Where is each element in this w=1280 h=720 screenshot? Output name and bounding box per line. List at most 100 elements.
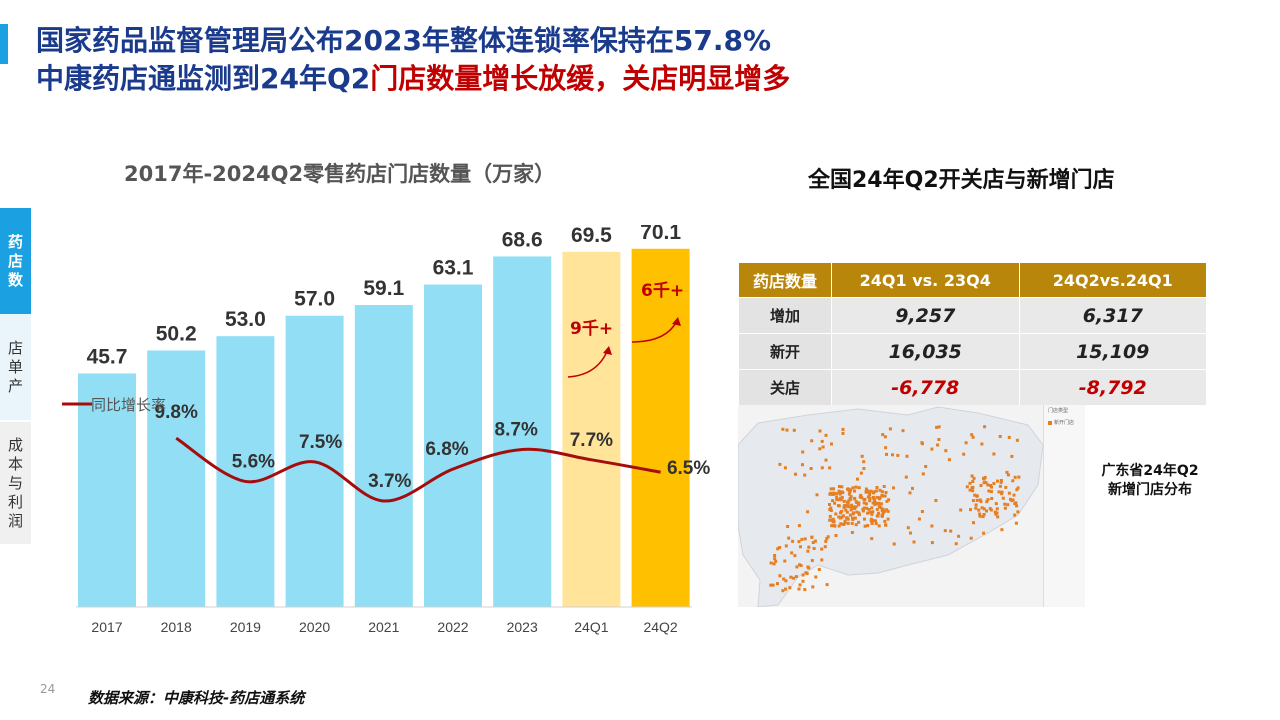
row-label-new-open: 新开 xyxy=(738,333,832,370)
map-store-dot xyxy=(857,520,861,524)
map-store-dot xyxy=(853,497,857,501)
map-store-dot xyxy=(999,479,1003,482)
x-tick-label-2019: 2019 xyxy=(230,619,261,635)
map-store-dot xyxy=(881,433,885,437)
map-store-dot xyxy=(990,490,993,494)
map-store-dot xyxy=(972,521,975,525)
map-store-dot xyxy=(843,519,847,523)
map-store-dot xyxy=(944,449,948,453)
map-store-dot xyxy=(877,511,880,515)
map-store-dot xyxy=(837,515,841,519)
map-store-dot xyxy=(849,508,853,512)
map-store-dot xyxy=(871,510,875,514)
side-tab-char: 单 xyxy=(7,357,23,376)
map-store-dot xyxy=(892,542,896,546)
map-legend-label: 新开门店 xyxy=(1054,420,1075,426)
map-store-dot xyxy=(810,439,814,443)
cell-new-open-q2: 15,109 xyxy=(1018,333,1207,370)
map-store-dot xyxy=(884,523,888,527)
value-label-2019: 53.0 xyxy=(225,308,266,331)
bar-2017 xyxy=(78,373,136,607)
map-store-dot xyxy=(834,512,838,516)
map-store-dot xyxy=(774,559,778,563)
map-store-dot xyxy=(873,498,877,502)
cell-increase-q2: 6,317 xyxy=(1018,297,1207,334)
map-store-dot xyxy=(985,500,989,504)
map-store-dot xyxy=(875,514,879,518)
map-store-dot xyxy=(874,501,878,505)
map-store-dot xyxy=(880,509,884,513)
map-store-dot xyxy=(841,427,845,431)
map-store-dot xyxy=(981,515,985,519)
map-store-dot xyxy=(783,559,787,563)
x-tick-label-24Q2: 24Q2 xyxy=(643,619,677,635)
map-store-dot xyxy=(857,513,861,517)
legend: 同比增长率 xyxy=(62,397,166,414)
map-store-dot xyxy=(825,583,829,587)
map-store-dot xyxy=(880,490,884,494)
map-store-dot xyxy=(1004,485,1008,489)
map-store-dot xyxy=(798,583,802,587)
map-store-dot xyxy=(878,488,882,492)
map-store-dot xyxy=(857,511,861,515)
map-store-dot xyxy=(971,489,975,493)
map-store-dot xyxy=(782,577,786,581)
map-store-dot xyxy=(862,460,866,464)
map-store-dot xyxy=(809,467,813,470)
map-store-dot xyxy=(1011,479,1015,483)
map-store-dot xyxy=(983,425,987,429)
map-store-dot xyxy=(845,504,848,508)
map-store-dot xyxy=(974,503,978,507)
side-tabs: 药店数 店单产 成本与利润 xyxy=(0,208,31,544)
map-store-dot xyxy=(868,499,872,503)
map-store-dot xyxy=(877,524,881,528)
map-store-dot xyxy=(801,450,805,454)
map-store-dot xyxy=(978,498,982,502)
map-store-dot xyxy=(1005,470,1009,474)
map-store-dot xyxy=(978,512,982,516)
side-tab-char: 润 xyxy=(7,511,23,530)
map-store-dot xyxy=(881,494,885,498)
map-store-dot xyxy=(998,435,1002,438)
side-tab-char: 与 xyxy=(7,473,23,492)
x-tick-label-2020: 2020 xyxy=(299,619,330,635)
map-store-dot xyxy=(855,510,859,514)
map-store-dot xyxy=(850,531,854,534)
map-store-dot xyxy=(993,510,997,514)
map-store-dot xyxy=(992,482,996,485)
map-store-dot xyxy=(1013,475,1017,479)
map-store-dot xyxy=(866,511,870,515)
map-store-dot xyxy=(869,489,873,493)
map-store-dot xyxy=(815,493,819,497)
tab-store-output[interactable]: 店单产 xyxy=(0,314,31,420)
x-tick-label-2021: 2021 xyxy=(368,619,399,635)
map-store-dot xyxy=(798,563,801,567)
map-store-dot xyxy=(877,501,881,505)
map-store-dot xyxy=(930,541,934,545)
map-store-dot xyxy=(801,573,805,577)
rate-label-2019: 5.6% xyxy=(232,451,275,472)
tab-cost-profit[interactable]: 成本与利润 xyxy=(0,422,31,544)
table-header-q1-vs-q4: 24Q1 vs. 23Q4 xyxy=(831,262,1020,298)
map-store-dot xyxy=(814,575,818,579)
map-store-dot xyxy=(860,454,864,458)
tab-store-count[interactable]: 药店数 xyxy=(0,208,31,314)
map-store-dot xyxy=(821,445,825,449)
map-store-dot xyxy=(1015,438,1019,442)
map-store-dot xyxy=(868,493,872,497)
bar-24Q2 xyxy=(631,248,690,607)
map-store-dot xyxy=(947,458,951,462)
map-store-dot xyxy=(996,515,1000,519)
map-store-dot xyxy=(801,579,805,583)
title-line-2-red: 门店数量增长放缓，关店明显增多 xyxy=(370,62,791,95)
map-store-dot xyxy=(912,540,916,544)
table-row: 新开 16,035 15,109 xyxy=(738,333,1207,370)
map-store-dot xyxy=(836,498,840,502)
map-store-dot xyxy=(840,509,844,513)
map-store-dot xyxy=(839,498,843,502)
map-store-dot xyxy=(883,494,887,498)
map-canvas xyxy=(738,406,1044,607)
map-store-dot xyxy=(886,517,890,521)
map-store-dot xyxy=(901,429,905,433)
map-store-dot xyxy=(862,501,866,505)
